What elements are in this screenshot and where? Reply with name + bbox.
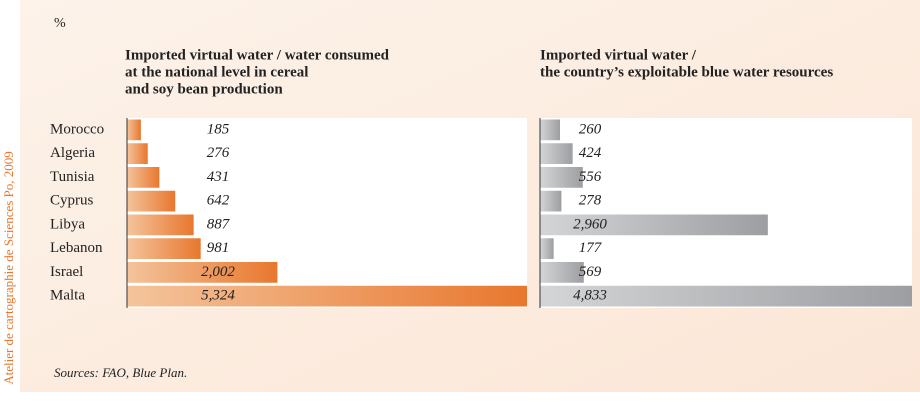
panel-title: at the national level in cereal xyxy=(125,64,308,80)
value-label: 981 xyxy=(207,240,230,256)
bar xyxy=(127,143,148,164)
bar xyxy=(540,285,912,307)
value-label: 5,324 xyxy=(201,288,235,304)
panel-title: the country’s exploitable blue water res… xyxy=(540,64,833,80)
bar xyxy=(540,119,561,141)
bar xyxy=(540,262,584,283)
category-label: Malta xyxy=(50,288,85,304)
panel-title: Imported virtual water / xyxy=(540,47,697,63)
bar xyxy=(127,238,201,259)
value-label: 260 xyxy=(579,121,602,137)
bar xyxy=(540,167,583,188)
value-label: 2,002 xyxy=(201,264,235,280)
source: Sources: FAO, Blue Plan. xyxy=(54,365,187,380)
value-label: 642 xyxy=(207,193,230,209)
bar xyxy=(540,214,768,236)
value-label: 431 xyxy=(207,169,230,185)
bar xyxy=(127,285,527,307)
category-label: Morocco xyxy=(50,121,104,137)
value-label: 276 xyxy=(207,145,230,161)
bar xyxy=(127,214,194,236)
unit: % xyxy=(54,16,66,31)
value-label: 887 xyxy=(207,216,231,232)
value-label: 185 xyxy=(207,121,230,137)
bar xyxy=(127,119,141,141)
value-label: 424 xyxy=(579,145,602,161)
panel xyxy=(540,118,912,308)
category-label: Libya xyxy=(50,216,85,232)
bar xyxy=(127,262,278,283)
value-label: 2,960 xyxy=(573,216,607,232)
value-label: 4,833 xyxy=(573,288,607,304)
bar xyxy=(540,190,562,212)
category-label: Tunisia xyxy=(50,169,95,185)
value-label: 278 xyxy=(579,193,602,209)
value-label: 569 xyxy=(579,264,602,280)
credit: Atelier de cartographie de Sciences Po, … xyxy=(1,151,16,385)
category-label: Lebanon xyxy=(50,240,103,256)
bar xyxy=(540,143,573,164)
bar xyxy=(127,167,160,188)
value-label: 177 xyxy=(579,240,603,256)
bar xyxy=(127,190,176,212)
category-label: Cyprus xyxy=(50,193,94,209)
panel-title: Imported virtual water / water consumed xyxy=(125,47,390,63)
panel-title: and soy bean production xyxy=(125,81,283,97)
category-label: Algeria xyxy=(50,145,95,161)
value-label: 556 xyxy=(579,169,602,185)
bar xyxy=(540,238,554,259)
category-label: Israel xyxy=(50,264,83,280)
